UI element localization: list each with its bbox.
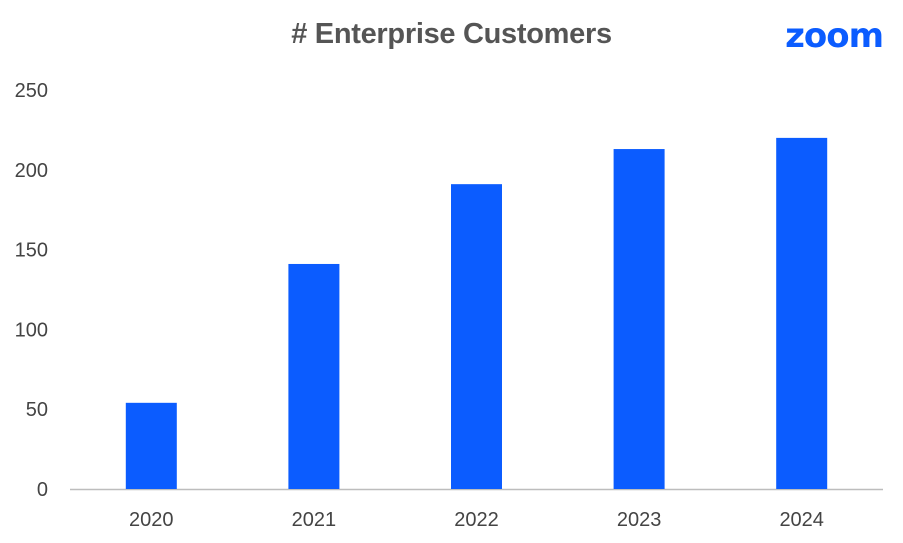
x-tick-label: 2021 [292,509,337,531]
x-tick-label: 2024 [779,509,824,531]
bar-2020 [125,402,177,489]
y-tick-label: 150 [15,240,48,262]
y-tick-label: 250 [15,80,48,102]
zoom-logo: zoom [785,16,884,56]
bar-2022 [451,184,502,489]
x-tick-label: 2023 [617,509,662,531]
y-tick-label: 50 [26,399,48,421]
bar-2023 [613,149,665,489]
y-tick-label: 0 [37,479,48,501]
bar-2021 [288,263,340,489]
bar-2024 [776,137,828,489]
chart-title: # Enterprise Customers [291,18,612,50]
y-tick-label: 100 [15,319,48,341]
x-tick-label: 2022 [454,509,499,531]
y-tick-label: 200 [15,160,48,182]
x-tick-label: 2020 [129,509,174,531]
